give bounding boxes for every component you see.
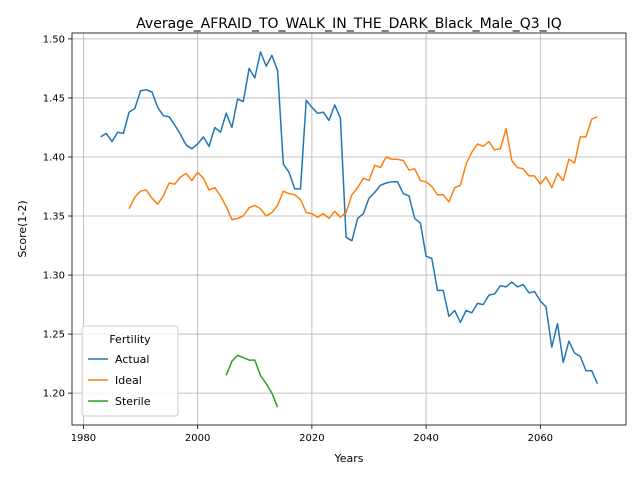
y-axis-label: Score(1-2) xyxy=(16,200,29,257)
y-tick-label: 1.45 xyxy=(43,93,65,104)
y-tick-label: 1.50 xyxy=(43,34,65,45)
chart-title: Average_AFRAID_TO_WALK_IN_THE_DARK_Black… xyxy=(136,16,562,32)
x-tick-label: 1980 xyxy=(71,433,96,444)
legend-label-actual: Actual xyxy=(115,353,149,366)
series-line-sterile xyxy=(225,354,279,408)
plot-area-frame xyxy=(71,32,627,426)
x-tick-label: 2000 xyxy=(185,433,210,444)
legend-title: Fertility xyxy=(109,333,151,346)
legend-box xyxy=(81,325,179,417)
legend-entries: Actual Ideal Sterile xyxy=(88,353,151,408)
series-lines xyxy=(100,51,599,408)
x-tick-label: 2020 xyxy=(299,433,324,444)
y-axis-ticks: 1.20 1.25 1.30 1.35 1.40 1.45 1.50 xyxy=(43,34,72,400)
legend-label-ideal: Ideal xyxy=(115,374,142,387)
series-line-ideal xyxy=(128,116,598,221)
legend: Fertility Actual Ideal Sterile xyxy=(81,325,179,417)
y-tick-label: 1.35 xyxy=(43,212,65,223)
y-tick-label: 1.25 xyxy=(43,330,65,341)
y-tick-label: 1.40 xyxy=(43,152,65,163)
x-tick-label: 2040 xyxy=(413,433,438,444)
x-axis-ticks: 1980 2000 2020 2040 2060 xyxy=(71,425,553,444)
x-tick-label: 2060 xyxy=(528,433,553,444)
y-tick-label: 1.30 xyxy=(43,271,65,282)
y-tick-label: 1.20 xyxy=(43,389,65,400)
legend-label-sterile: Sterile xyxy=(115,395,151,408)
x-axis-label: Years xyxy=(333,452,363,465)
series-line-actual xyxy=(100,51,599,385)
